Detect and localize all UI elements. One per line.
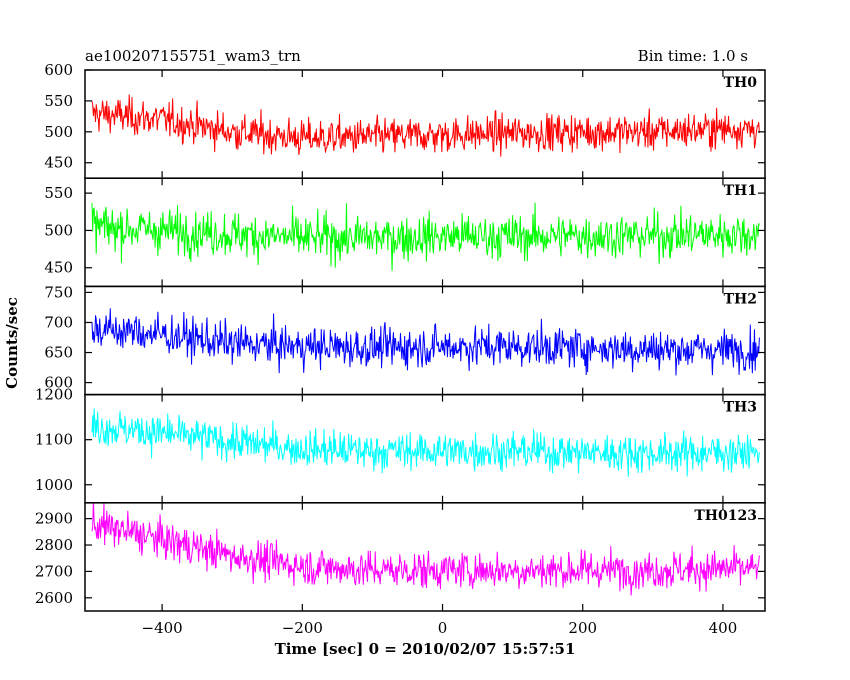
y-tick-label: 550 bbox=[44, 184, 73, 202]
y-tick-label: 1200 bbox=[35, 386, 73, 404]
panel-th0: 450 500 550 600 TH0 bbox=[44, 61, 766, 179]
x-tick-label: 0 bbox=[438, 619, 448, 637]
y-tick-label: 2800 bbox=[35, 536, 73, 554]
panel-label: TH0 bbox=[724, 75, 758, 91]
panel-label: TH0123 bbox=[694, 508, 757, 524]
y-tick-label: 500 bbox=[44, 123, 73, 141]
series-line-th2 bbox=[91, 308, 760, 376]
x-axis: −400 −200 0 200 400 bbox=[142, 619, 738, 637]
y-tick-label: 2600 bbox=[35, 589, 73, 607]
panel-th1: 450 500 550 TH1 bbox=[44, 177, 766, 288]
chart-title: ae100207155751_wam3_trn bbox=[85, 47, 301, 65]
panel-frame bbox=[84, 502, 766, 612]
y-tick-label: 1100 bbox=[35, 431, 73, 449]
panel-th2: 600 650 700 750 TH2 bbox=[44, 283, 766, 396]
y-axis-title: Counts/sec bbox=[3, 297, 21, 389]
bin-time-label: Bin time: 1.0 s bbox=[638, 47, 748, 65]
y-tick-label: 700 bbox=[44, 313, 73, 331]
y-tick-label: 2700 bbox=[35, 562, 73, 580]
x-tick-label: 200 bbox=[568, 619, 597, 637]
y-tick-label: 600 bbox=[44, 61, 73, 79]
x-tick-label: 400 bbox=[709, 619, 738, 637]
panels: 450 500 550 600 TH0 450 500 550 TH1 600 650 700 750 T… bbox=[35, 61, 766, 612]
y-tick-label: 500 bbox=[44, 221, 73, 239]
y-tick-label: 450 bbox=[44, 259, 73, 277]
x-tick-label: −200 bbox=[282, 619, 323, 637]
y-tick-label: 550 bbox=[44, 92, 73, 110]
series-line-th3 bbox=[91, 408, 760, 477]
series-line-th0 bbox=[91, 94, 760, 157]
x-axis-title: Time [sec] 0 = 2010/02/07 15:57:51 bbox=[275, 640, 576, 658]
y-tick-label: 2900 bbox=[35, 510, 73, 528]
series-line-th1 bbox=[91, 202, 760, 271]
y-tick-label: 650 bbox=[44, 344, 73, 362]
panel-label: TH3 bbox=[724, 400, 757, 416]
series-line-th0123 bbox=[91, 502, 760, 596]
x-tick-label: −400 bbox=[142, 619, 183, 637]
y-tick-label: 1000 bbox=[35, 476, 73, 494]
panel-label: TH1 bbox=[724, 183, 757, 199]
panel-label: TH2 bbox=[724, 291, 757, 307]
y-tick-label: 750 bbox=[44, 283, 73, 301]
panel-th3: 1000 1100 1200 TH3 bbox=[35, 386, 766, 504]
panel-th0123: 2600 2700 2800 2900 TH0123 bbox=[35, 502, 766, 612]
y-tick-label: 600 bbox=[44, 374, 73, 392]
y-tick-label: 450 bbox=[44, 154, 73, 172]
